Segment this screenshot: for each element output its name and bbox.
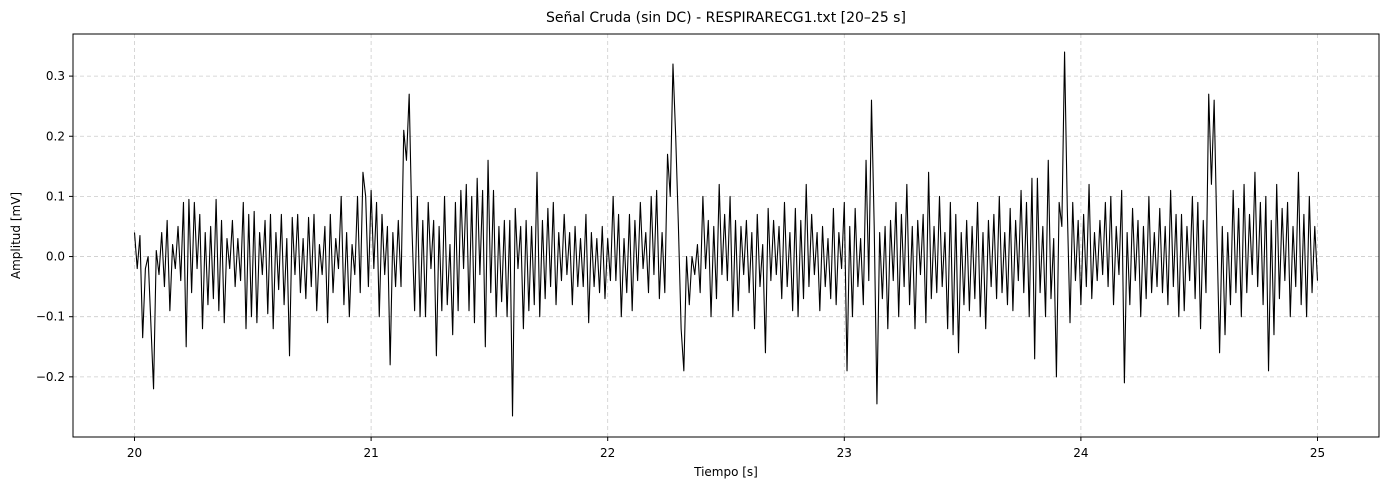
x-tick-label: 21: [363, 446, 378, 460]
x-tick-label: 23: [837, 446, 852, 460]
y-tick-label: −0.1: [36, 310, 65, 324]
x-axis-label: Tiempo [s]: [693, 465, 758, 479]
y-tick-label: 0.0: [46, 250, 65, 264]
series-line-group: [133, 51, 1319, 417]
y-tick-label: 0.3: [46, 69, 65, 83]
x-tick-label: 20: [127, 446, 142, 460]
x-tick-label: 24: [1073, 446, 1088, 460]
chart-title: Señal Cruda (sin DC) - RESPIRARECG1.txt …: [546, 10, 906, 26]
x-tick-label: 25: [1310, 446, 1325, 460]
x-tick-label: 22: [600, 446, 615, 460]
y-axis-ticks: −0.2 −0.1 0.0 0.1 0.2 0.3: [36, 69, 73, 384]
series-line: [133, 51, 1319, 417]
y-axis-label: Amplitud [mV]: [9, 192, 23, 279]
x-axis-ticks: 20 21 22 23 24 25: [127, 437, 1325, 460]
y-tick-label: 0.2: [46, 129, 65, 143]
y-tick-label: 0.1: [46, 189, 65, 203]
y-tick-label: −0.2: [36, 370, 65, 384]
axes-frame: [72, 33, 1380, 438]
